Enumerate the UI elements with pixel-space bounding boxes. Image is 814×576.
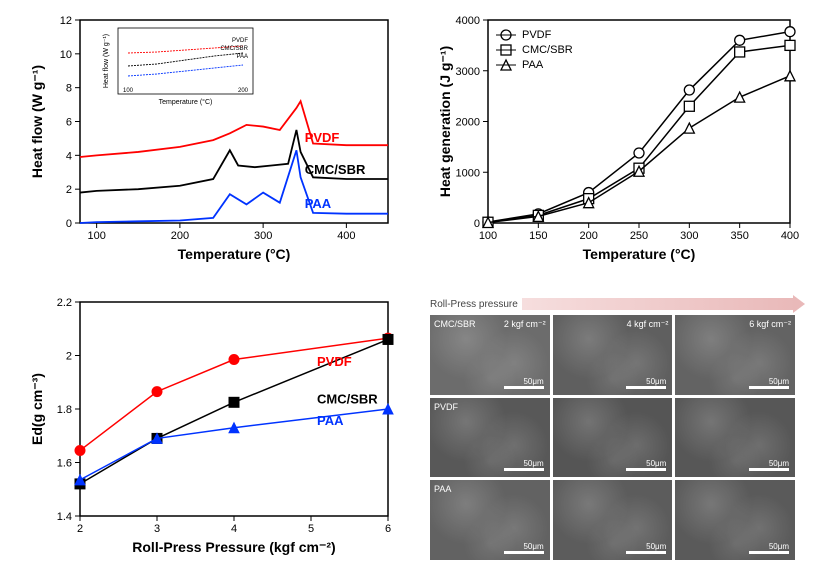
svg-text:Temperature (°C): Temperature (°C)	[159, 98, 213, 106]
svg-text:Heat flow (W g⁻¹): Heat flow (W g⁻¹)	[29, 65, 45, 178]
scale-bar: 50μm	[749, 377, 789, 389]
svg-text:100: 100	[87, 230, 105, 242]
sem-cell: 6 kgf cm⁻² 50μm	[675, 315, 795, 395]
svg-text:3: 3	[154, 523, 160, 535]
sem-col-label: 6 kgf cm⁻²	[749, 319, 791, 330]
svg-text:200: 200	[238, 88, 249, 94]
roll-press-label: Roll-Press pressure	[430, 299, 518, 310]
svg-text:Roll-Press Pressure (kgf cm⁻²): Roll-Press Pressure (kgf cm⁻²)	[132, 539, 335, 555]
sem-cell: 50μm	[553, 398, 673, 478]
svg-text:1.8: 1.8	[57, 404, 72, 416]
sem-cell: 50μm	[675, 480, 795, 560]
svg-text:PAA: PAA	[236, 54, 248, 60]
svg-text:100: 100	[479, 230, 497, 242]
svg-text:2.2: 2.2	[57, 297, 72, 309]
panel-sem-grid: Roll-Press pressure CMC/SBR2 kgf cm⁻²50μ…	[430, 315, 795, 560]
sem-col-label: 2 kgf cm⁻²	[504, 319, 546, 330]
scale-bar: 50μm	[749, 542, 789, 554]
sem-row-label: PVDF	[434, 402, 458, 412]
svg-text:6: 6	[385, 523, 391, 535]
svg-text:2: 2	[66, 184, 72, 196]
svg-text:3000: 3000	[456, 66, 480, 78]
svg-text:PAA: PAA	[522, 59, 544, 71]
panel-heat-flow: 100 200 300 400 0 2 4 6 8 10 12 Temperature (°C) Hea…	[18, 8, 398, 268]
sem-grid: CMC/SBR2 kgf cm⁻²50μm4 kgf cm⁻²50μm6 kgf…	[430, 315, 795, 560]
svg-text:6: 6	[66, 117, 72, 129]
sem-cell: PAA 50μm	[430, 480, 550, 560]
sem-cell: PVDF 50μm	[430, 398, 550, 478]
svg-text:250: 250	[630, 230, 648, 242]
scale-bar: 50μm	[504, 459, 544, 471]
scale-bar: 50μm	[749, 459, 789, 471]
svg-text:PVDF: PVDF	[317, 354, 352, 369]
panel-heat-generation: 10015020025030035040001000200030004000Te…	[420, 8, 800, 268]
svg-text:10: 10	[60, 49, 72, 61]
svg-text:300: 300	[680, 230, 698, 242]
svg-text:4: 4	[66, 150, 72, 162]
svg-text:CMC/SBR: CMC/SBR	[317, 392, 378, 407]
svg-text:400: 400	[781, 230, 799, 242]
svg-text:2000: 2000	[456, 117, 480, 129]
svg-text:0: 0	[474, 218, 480, 230]
svg-text:300: 300	[254, 230, 272, 242]
scale-bar: 50μm	[504, 542, 544, 554]
pressure-arrow	[522, 298, 795, 310]
svg-text:PAA: PAA	[305, 196, 332, 211]
svg-text:PVDF: PVDF	[305, 130, 340, 145]
svg-text:Heat generation (J g⁻¹): Heat generation (J g⁻¹)	[437, 46, 453, 197]
svg-text:2: 2	[77, 523, 83, 535]
svg-text:Temperature (°C): Temperature (°C)	[178, 246, 291, 262]
svg-text:1000: 1000	[456, 167, 480, 179]
svg-text:1.4: 1.4	[57, 511, 72, 523]
svg-text:4: 4	[231, 523, 237, 535]
svg-text:CMC/SBR: CMC/SBR	[305, 162, 366, 177]
svg-text:PVDF: PVDF	[522, 29, 552, 41]
scale-bar: 50μm	[626, 377, 666, 389]
svg-text:2: 2	[66, 351, 72, 363]
sem-cell: 50μm	[675, 398, 795, 478]
svg-text:350: 350	[730, 230, 748, 242]
chart-ed: 2 3 4 5 6 1.4 1.6 1.8 2 2.2 Roll-Press Pressure (k…	[18, 288, 398, 563]
svg-text:100: 100	[123, 88, 134, 94]
sem-col-label: 4 kgf cm⁻²	[627, 319, 669, 330]
svg-text:PAA: PAA	[317, 413, 344, 428]
svg-text:5: 5	[308, 523, 314, 535]
sem-cell: CMC/SBR 2 kgf cm⁻² 50μm	[430, 315, 550, 395]
chart-heat-flow: 100 200 300 400 0 2 4 6 8 10 12 Temperature (°C) Hea…	[18, 8, 398, 268]
scale-bar: 50μm	[504, 377, 544, 389]
svg-text:12: 12	[60, 15, 72, 27]
sem-cell: 4 kgf cm⁻² 50μm	[553, 315, 673, 395]
svg-text:Temperature (°C): Temperature (°C)	[583, 246, 696, 262]
svg-text:Ed(g cm⁻³): Ed(g cm⁻³)	[29, 373, 45, 445]
svg-text:200: 200	[171, 230, 189, 242]
svg-text:8: 8	[66, 83, 72, 95]
roll-press-header: Roll-Press pressure	[430, 295, 795, 313]
sem-row-label: CMC/SBR	[434, 319, 476, 329]
svg-text:4000: 4000	[456, 15, 480, 27]
svg-text:PVDF: PVDF	[232, 38, 248, 44]
svg-text:1.6: 1.6	[57, 458, 72, 470]
sem-cell: 50μm	[553, 480, 673, 560]
scale-bar: 50μm	[626, 459, 666, 471]
svg-text:150: 150	[529, 230, 547, 242]
sem-row-label: PAA	[434, 484, 451, 494]
svg-text:CMC/SBR: CMC/SBR	[522, 44, 573, 56]
svg-text:400: 400	[337, 230, 355, 242]
svg-text:CMC/SBR: CMC/SBR	[220, 46, 248, 52]
panel-ed: 2 3 4 5 6 1.4 1.6 1.8 2 2.2 Roll-Press Pressure (k…	[18, 288, 398, 563]
svg-text:0: 0	[66, 218, 72, 230]
svg-text:Heat flow (W g⁻¹): Heat flow (W g⁻¹)	[103, 34, 110, 88]
chart-heat-generation: 10015020025030035040001000200030004000Te…	[420, 8, 800, 268]
scale-bar: 50μm	[626, 542, 666, 554]
svg-text:200: 200	[579, 230, 597, 242]
